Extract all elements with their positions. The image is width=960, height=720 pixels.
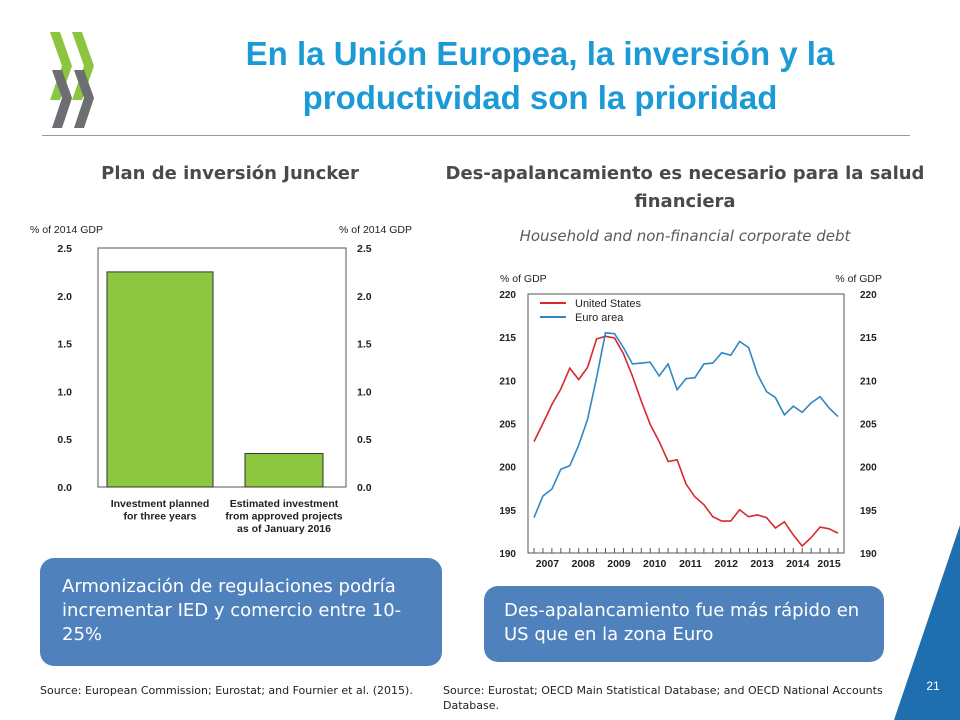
y-tick-label-left: 0.0 <box>57 482 72 494</box>
y-tick-label-right: 220 <box>860 290 877 301</box>
series-line-euro-area <box>533 331 839 518</box>
y-tick-label-right: 2.5 <box>357 243 372 255</box>
y-tick-label-right: 1.5 <box>357 339 372 351</box>
y-tick-label-right: 205 <box>860 420 877 431</box>
y-tick-label-left: 195 <box>499 506 516 517</box>
y-tick-label-left: 2.0 <box>57 291 72 303</box>
x-category-label: from approved projects <box>225 511 342 523</box>
right-heading: Des-apalancamiento es necesario para la … <box>445 163 925 212</box>
line-chart: % of GDP % of GDP 190 190 195 195 200 200 205 205… <box>499 273 882 570</box>
y-tick-label-left: 200 <box>499 463 516 474</box>
y-tick-label-left: 2.5 <box>57 243 72 255</box>
right-axis-unit: % of GDP <box>835 273 882 285</box>
x-tick-label: 2008 <box>571 558 595 570</box>
page-number: 21 <box>926 679 940 693</box>
y-tick-label-right: 200 <box>860 463 877 474</box>
x-tick-label: 2013 <box>750 558 774 570</box>
x-tick-label: 2015 <box>817 558 841 570</box>
x-tick-label: 2007 <box>536 558 560 570</box>
y-tick-label-right: 195 <box>860 506 877 517</box>
corner-decoration <box>894 525 960 720</box>
y-tick-label-left: 1.0 <box>57 386 72 398</box>
oecd-logo <box>50 32 94 128</box>
plot-frame <box>97 247 347 488</box>
y-tick-label-left: 215 <box>499 333 516 344</box>
x-tick-label: 2011 <box>679 558 702 570</box>
legend-label: Euro area <box>575 312 624 324</box>
y-tick-label-left: 0.5 <box>57 434 72 446</box>
legend-label: United States <box>575 298 642 310</box>
x-category-label: Investment planned <box>111 498 210 510</box>
x-tick-label: 2012 <box>715 558 739 570</box>
x-category-label: Estimated investment <box>230 498 339 510</box>
x-tick-label: 2010 <box>643 558 667 570</box>
logo-chevron-grey-3 <box>74 70 94 128</box>
logo-chevron-grey-2 <box>52 70 72 128</box>
y-tick-label-left: 220 <box>499 290 516 301</box>
y-tick-label-right: 210 <box>860 376 877 387</box>
series-line-united-states <box>533 335 839 548</box>
x-tick-label: 2014 <box>786 558 810 570</box>
y-tick-label-right: 0.5 <box>357 434 372 446</box>
y-tick-label-right: 190 <box>860 549 877 560</box>
y-tick-label-left: 1.5 <box>57 339 72 351</box>
left-heading: Plan de inversión Juncker <box>101 163 359 184</box>
x-category-label: for three years <box>124 511 197 523</box>
right-subheading: Household and non-financial corporate de… <box>519 227 851 245</box>
callout-harmonization: Armonización de regulaciones podría incr… <box>40 558 442 666</box>
left-source: Source: European Commission; Eurostat; a… <box>40 684 413 697</box>
x-category-label: as of January 2016 <box>237 523 331 535</box>
x-tick-label: 2009 <box>607 558 631 570</box>
bar-chart: % of 2014 GDP % of 2014 GDP 0.0 0.0 0.5 0.5 1.… <box>30 224 412 535</box>
y-tick-label-left: 210 <box>499 376 516 387</box>
callout-deleveraging: Des-apalancamiento fue más rápido en US … <box>484 586 884 662</box>
y-tick-label-left: 205 <box>499 420 516 431</box>
right-source: Source: Eurostat; OECD Main Statistical … <box>443 684 883 712</box>
right-axis-unit: % of 2014 GDP <box>339 224 412 236</box>
left-axis-unit: % of GDP <box>500 273 547 285</box>
y-tick-label-right: 2.0 <box>357 291 372 303</box>
plot-frame <box>527 293 845 554</box>
y-tick-label-right: 215 <box>860 333 877 344</box>
y-tick-label-left: 190 <box>499 549 516 560</box>
y-tick-label-right: 0.0 <box>357 482 372 494</box>
slide-title: En la Unión Europea, la inversión y la p… <box>245 35 835 116</box>
left-axis-unit: % of 2014 GDP <box>30 224 103 236</box>
title-divider <box>42 135 910 136</box>
bar <box>244 453 324 488</box>
y-tick-label-right: 1.0 <box>357 386 372 398</box>
bar <box>106 271 214 488</box>
